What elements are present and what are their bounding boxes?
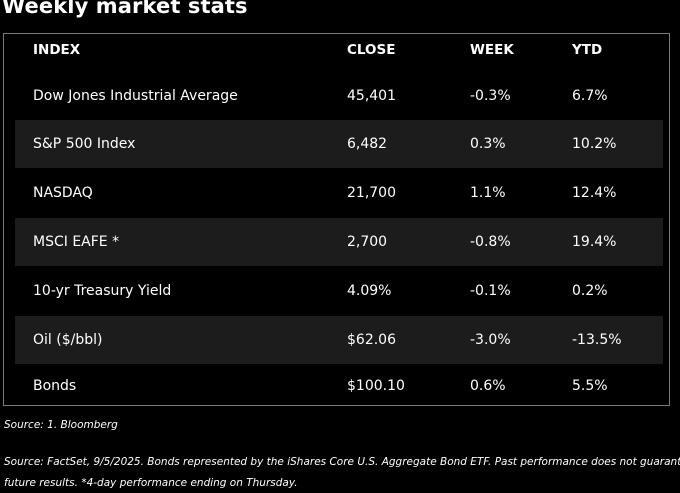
- cell-ytd: 0.2%: [572, 283, 608, 299]
- header-close: CLOSE: [347, 42, 396, 58]
- cell-index: 10-yr Treasury Yield: [33, 283, 172, 299]
- cell-ytd: 6.7%: [572, 88, 608, 104]
- cell-week: -0.8%: [470, 234, 511, 250]
- page-title: Weekly market stats: [2, 0, 248, 18]
- cell-close: 45,401: [347, 88, 396, 104]
- table-row: Dow Jones Industrial Average 45,401 -0.3…: [15, 72, 663, 120]
- cell-index: Dow Jones Industrial Average: [33, 88, 238, 104]
- cell-index: NASDAQ: [33, 185, 93, 201]
- cell-ytd: 5.5%: [572, 378, 608, 394]
- source-note-factset: Source: FactSet, 9/5/2025. Bonds represe…: [4, 456, 680, 468]
- header-week: WEEK: [470, 42, 514, 58]
- cell-close: 6,482: [347, 136, 388, 152]
- cell-week: -0.1%: [470, 283, 511, 299]
- cell-ytd: 10.2%: [572, 136, 617, 152]
- source-note-bloomberg: Source: 1. Bloomberg: [4, 419, 118, 431]
- table-header-row: INDEX CLOSE WEEK YTD: [15, 36, 663, 64]
- table-row: 10-yr Treasury Yield 4.09% -0.1% 0.2%: [15, 267, 663, 315]
- cell-index: Bonds: [33, 378, 77, 394]
- cell-week: 1.1%: [470, 185, 506, 201]
- table-row: S&P 500 Index 6,482 0.3% 10.2%: [15, 120, 663, 168]
- cell-close: $62.06: [347, 332, 396, 348]
- cell-ytd: 19.4%: [572, 234, 617, 250]
- table-row: MSCI EAFE * 2,700 -0.8% 19.4%: [15, 218, 663, 266]
- cell-close: 4.09%: [347, 283, 392, 299]
- cell-close: 2,700: [347, 234, 388, 250]
- source-note-factset-continued: future results. *4-day performance endin…: [4, 477, 298, 489]
- cell-ytd: 12.4%: [572, 185, 617, 201]
- table-row: NASDAQ 21,700 1.1% 12.4%: [15, 169, 663, 217]
- cell-index: Oil ($/bbl): [33, 332, 103, 348]
- header-index: INDEX: [33, 42, 81, 58]
- cell-ytd: -13.5%: [572, 332, 622, 348]
- cell-week: 0.3%: [470, 136, 506, 152]
- table-row: Bonds $100.10 0.6% 5.5%: [15, 365, 663, 407]
- market-stats-table: INDEX CLOSE WEEK YTD Dow Jones Industria…: [3, 33, 670, 406]
- header-ytd: YTD: [572, 42, 603, 58]
- cell-week: -0.3%: [470, 88, 511, 104]
- cell-index: S&P 500 Index: [33, 136, 136, 152]
- cell-close: $100.10: [347, 378, 405, 394]
- cell-week: 0.6%: [470, 378, 506, 394]
- cell-week: -3.0%: [470, 332, 511, 348]
- table-row: Oil ($/bbl) $62.06 -3.0% -13.5%: [15, 316, 663, 364]
- cell-close: 21,700: [347, 185, 396, 201]
- cell-index: MSCI EAFE *: [33, 234, 120, 250]
